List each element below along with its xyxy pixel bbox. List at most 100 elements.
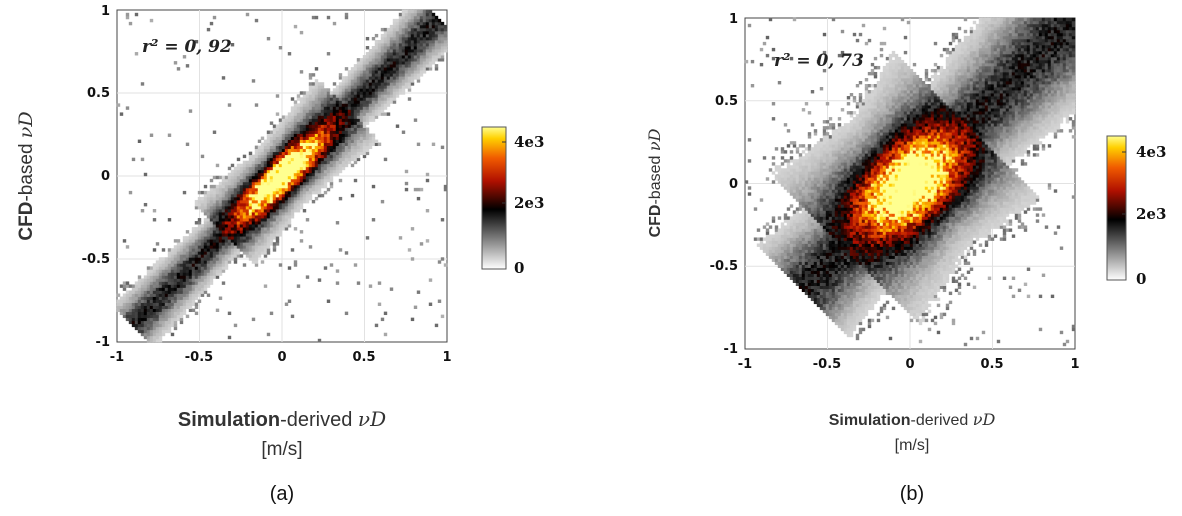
heatmap-cell xyxy=(828,303,833,308)
heatmap-cell xyxy=(212,248,217,252)
heatmap-cell xyxy=(425,33,430,38)
heatmap-cell xyxy=(269,311,274,316)
heatmap-cell xyxy=(284,221,289,225)
heatmap-cell xyxy=(287,184,292,189)
heatmap-cell xyxy=(843,159,848,163)
heatmap-cell xyxy=(816,225,821,229)
heatmap-cell xyxy=(837,162,842,166)
heatmap-cell xyxy=(173,254,178,258)
heatmap-cell xyxy=(155,335,160,340)
heatmap-cell xyxy=(855,201,860,205)
heatmap-cell xyxy=(840,147,845,151)
heatmap-cell xyxy=(206,190,211,195)
heatmap-cell xyxy=(281,193,286,198)
heatmap-cell xyxy=(284,148,289,153)
heatmap-cell xyxy=(158,257,163,261)
heatmap-cell xyxy=(822,255,827,259)
heatmap-cell xyxy=(786,234,791,238)
heatmap-cell xyxy=(840,258,845,262)
heatmap-cell xyxy=(161,308,166,313)
heatmap-cell xyxy=(765,231,770,235)
heatmap-cell xyxy=(182,311,187,316)
heatmap-cell xyxy=(308,115,313,119)
heatmap-cell xyxy=(290,202,295,207)
heatmap-cell xyxy=(125,106,130,110)
heatmap-cell xyxy=(323,145,328,150)
heatmap-cell xyxy=(810,252,815,256)
heatmap-cell xyxy=(813,156,818,160)
heatmap-cell xyxy=(798,162,803,166)
heatmap-cell xyxy=(305,121,310,125)
heatmap-cell xyxy=(155,266,160,270)
heatmap-cell xyxy=(248,233,253,237)
heatmap-cell xyxy=(269,187,274,192)
heatmap-cell xyxy=(852,276,857,280)
heatmap-cell xyxy=(161,269,166,273)
heatmap-cell xyxy=(774,237,779,241)
heatmap-cell xyxy=(822,261,827,265)
heatmap-cell xyxy=(792,234,797,238)
heatmap-cell xyxy=(227,254,232,258)
heatmap-cell xyxy=(828,126,833,130)
heatmap-cell xyxy=(822,159,827,163)
heatmap-cell xyxy=(329,178,334,183)
heatmap-cell xyxy=(783,213,788,217)
heatmap-cell xyxy=(338,91,343,95)
heatmap-cell xyxy=(374,139,379,143)
heatmap-cell xyxy=(792,225,797,229)
heatmap-cell xyxy=(236,166,241,171)
heatmap-cell xyxy=(398,79,403,83)
heatmap-cell xyxy=(308,172,313,177)
heatmap-cell xyxy=(780,174,785,178)
heatmap-cell xyxy=(287,136,292,140)
heatmap-cell xyxy=(320,160,325,165)
heatmap-cell xyxy=(194,251,199,255)
heatmap-cell xyxy=(371,76,376,80)
heatmap-cell xyxy=(221,76,226,80)
heatmap-cell xyxy=(251,196,256,201)
heatmap-cell xyxy=(272,130,277,134)
heatmap-cell xyxy=(855,159,860,163)
heatmap-cell xyxy=(389,24,394,29)
heatmap-cell xyxy=(816,165,821,169)
heatmap-cell xyxy=(266,227,271,231)
heatmap-cell xyxy=(774,168,779,172)
heatmap-cell xyxy=(810,270,815,274)
heatmap-cell xyxy=(146,269,151,273)
heatmap-cell xyxy=(383,36,388,41)
heatmap-cell xyxy=(119,308,124,313)
heatmap-cell xyxy=(858,285,863,290)
heatmap-cell xyxy=(287,266,292,270)
heatmap-cell xyxy=(819,141,824,145)
heatmap-cell xyxy=(215,227,220,231)
heatmap-cell xyxy=(822,300,827,305)
heatmap-cell xyxy=(795,240,800,244)
heatmap-cell xyxy=(807,192,812,196)
heatmap-cell xyxy=(302,199,307,204)
heatmap-cell xyxy=(365,88,370,92)
heatmap-cell xyxy=(765,246,770,250)
heatmap-cell xyxy=(810,180,815,184)
heatmap-cell xyxy=(296,154,301,159)
heatmap-cell xyxy=(365,109,370,113)
heatmap-cell xyxy=(323,151,328,156)
heatmap-cell xyxy=(410,27,415,32)
heatmap-cell xyxy=(810,294,815,299)
heatmap-cell xyxy=(822,306,827,311)
heatmap-cell xyxy=(356,118,361,122)
heatmap-cell xyxy=(269,215,274,219)
heatmap-cell xyxy=(191,245,196,249)
heatmap-cell xyxy=(840,138,845,142)
heatmap-cell xyxy=(302,133,307,137)
heatmap-cell xyxy=(227,233,232,237)
heatmap-cell xyxy=(308,127,313,131)
heatmap-cell xyxy=(777,243,782,247)
heatmap-cell xyxy=(786,225,791,229)
heatmap-cell xyxy=(320,106,325,110)
heatmap-cell xyxy=(380,33,385,38)
heatmap-cell xyxy=(852,213,857,217)
heatmap-cell xyxy=(245,178,250,183)
heatmap-cell xyxy=(278,205,283,210)
heatmap-cell xyxy=(197,236,202,240)
heatmap-cell xyxy=(236,209,241,213)
